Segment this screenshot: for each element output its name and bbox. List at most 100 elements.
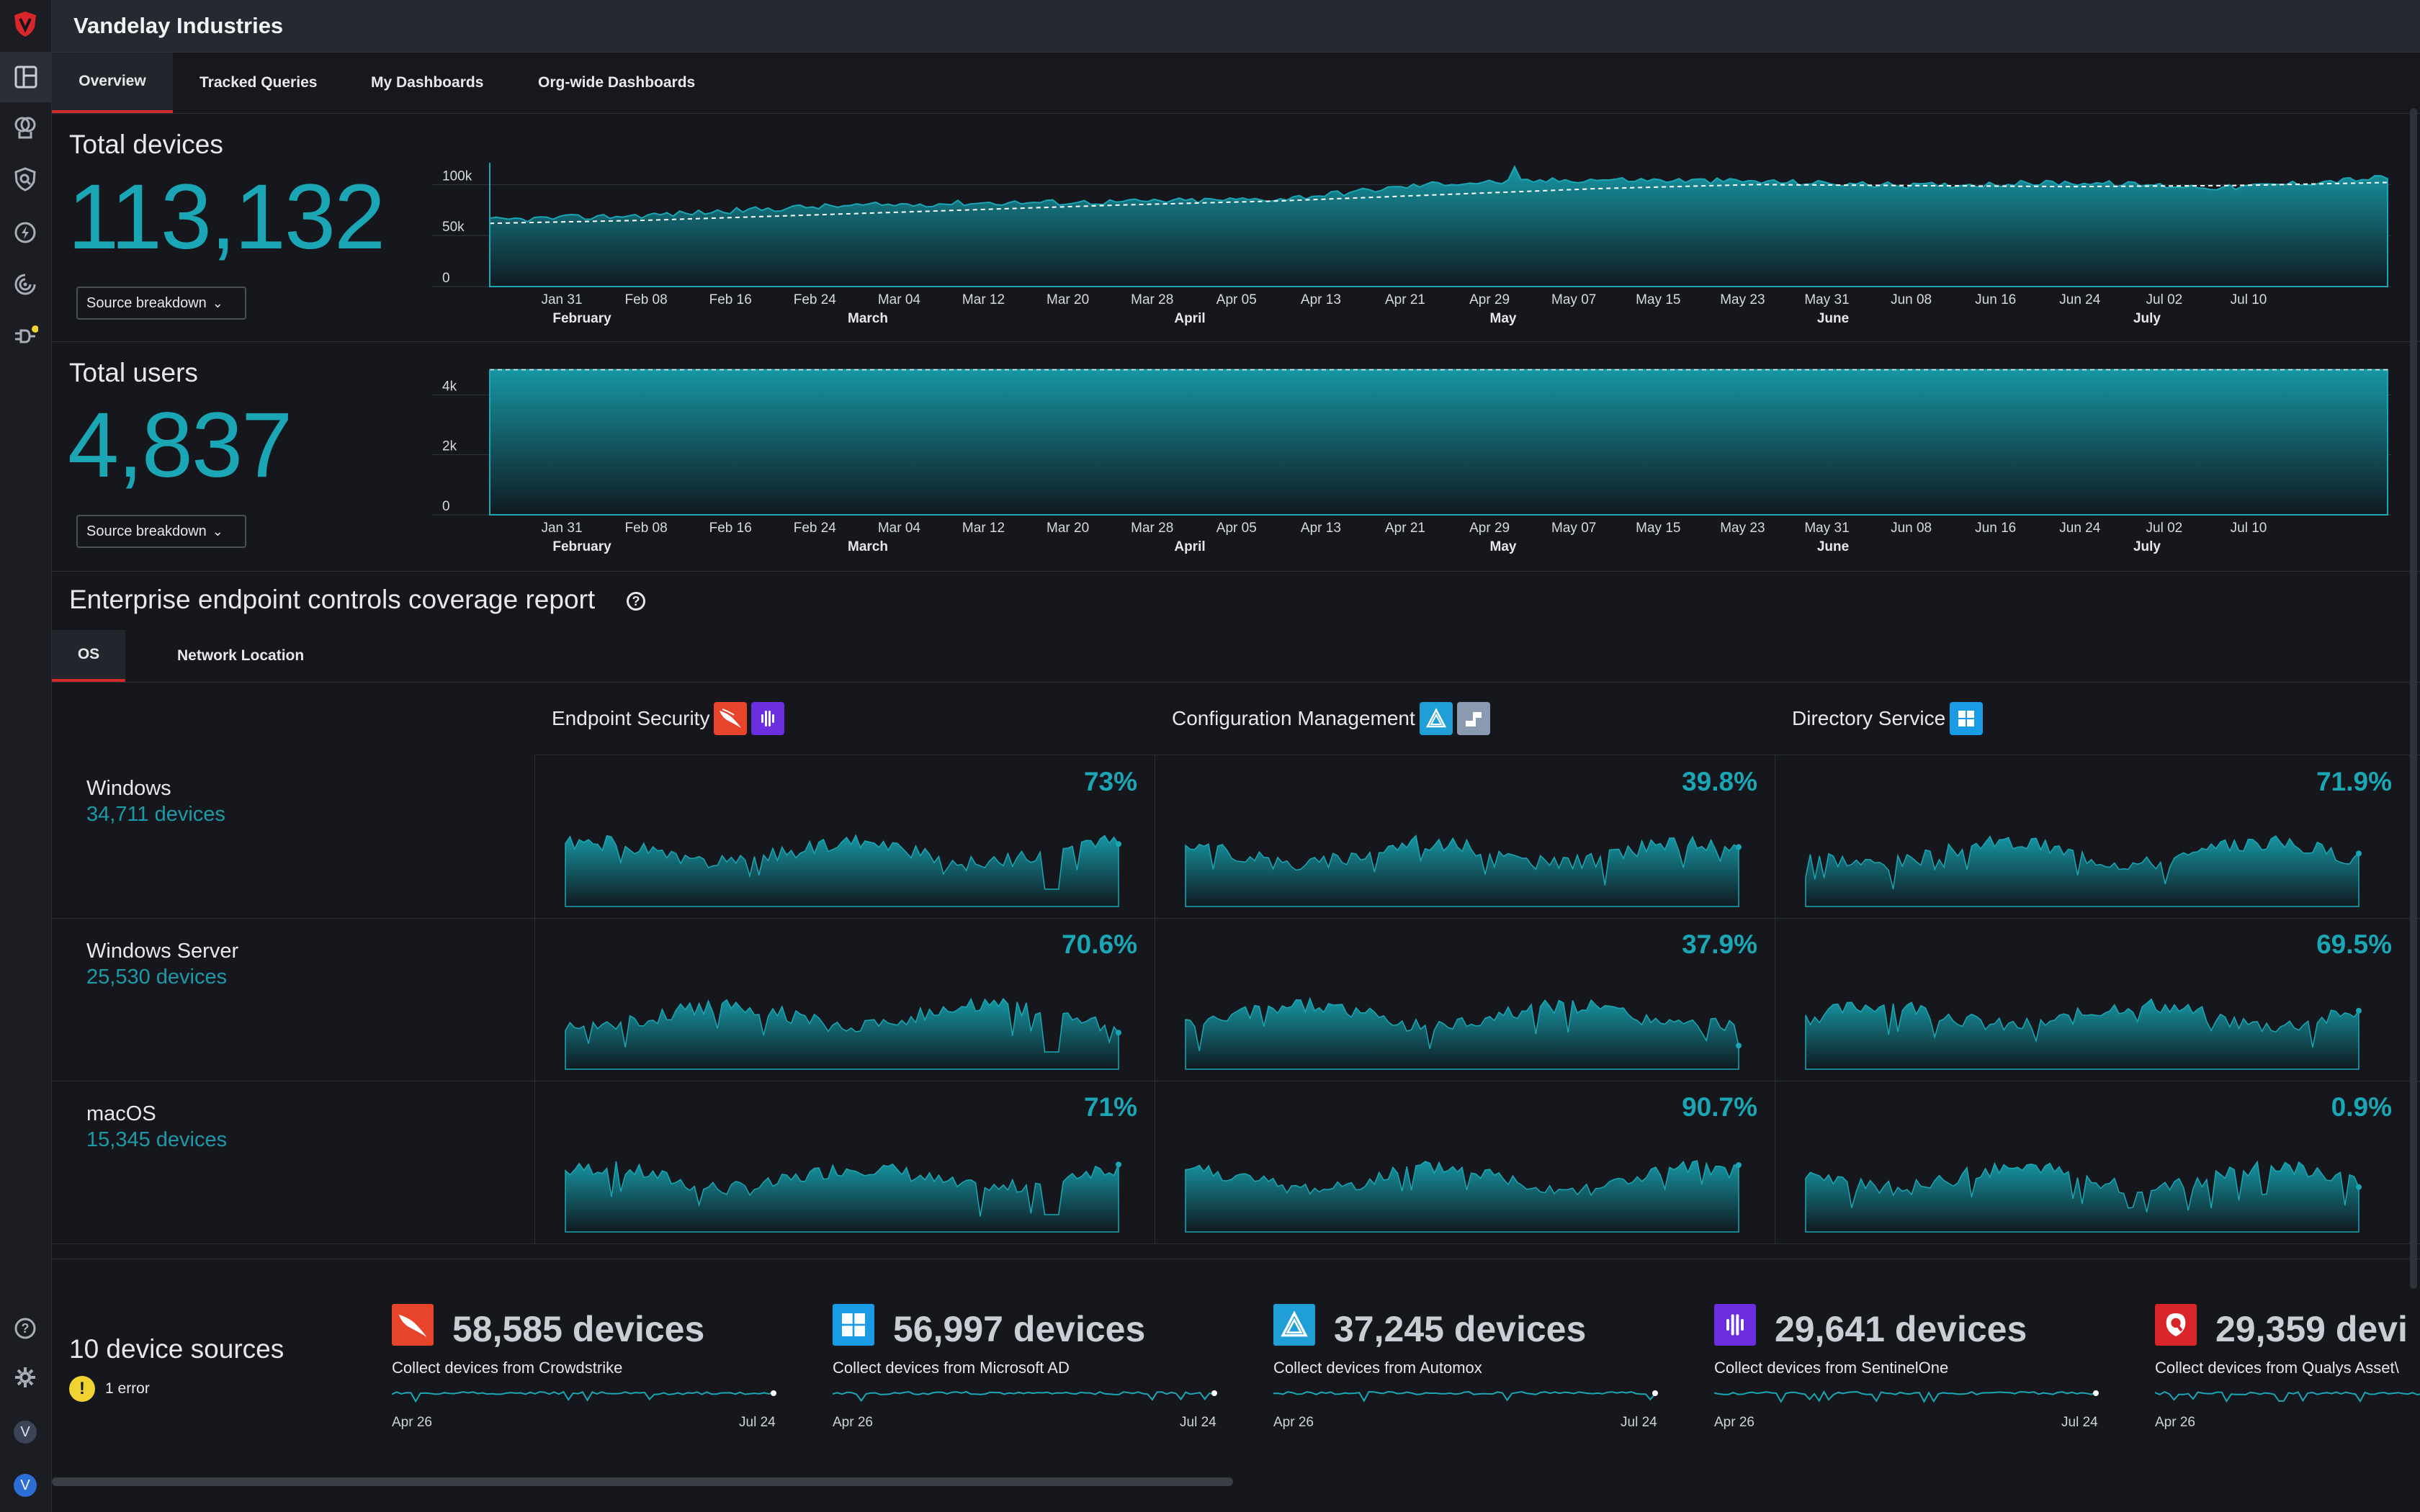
subtab-network-location[interactable]: Network Location — [177, 647, 305, 664]
os-device-count[interactable]: 34,711 devices — [86, 803, 225, 826]
x-month-label: July — [2133, 311, 2161, 326]
devices-source-breakdown-button[interactable]: Source breakdown ⌄ — [76, 287, 246, 320]
coverage-cell[interactable]: 69.5% — [1775, 918, 2409, 1081]
x-tick-label: May 07 — [1551, 521, 1596, 536]
jamf-icon — [1456, 702, 1490, 735]
tab-my-dashboards[interactable]: My Dashboards — [371, 74, 484, 91]
coverage-percent: 90.7% — [1682, 1092, 1757, 1122]
coverage-cell[interactable]: 0.9% — [1775, 1081, 2409, 1243]
coverage-sparkline — [565, 834, 1121, 907]
source-sparkline — [392, 1390, 776, 1403]
latest-point — [1211, 1390, 1217, 1396]
main-tabs: Overview Tracked Queries My Dashboards O… — [52, 53, 2420, 114]
coverage-cell[interactable]: 37.9% — [1155, 918, 1775, 1081]
automox-icon — [1419, 702, 1453, 735]
coverage-cell[interactable]: 71.9% — [1775, 755, 2409, 918]
coverage-area — [1805, 1160, 2360, 1233]
os-device-count[interactable]: 15,345 devices — [86, 1128, 228, 1151]
coverage-cell[interactable]: 39.8% — [1155, 755, 1775, 918]
help-icon[interactable]: ? — [12, 1315, 39, 1342]
subtab-os[interactable]: OS — [52, 630, 125, 682]
gear-icon[interactable] — [12, 1364, 39, 1391]
coverage-area — [1805, 998, 2360, 1070]
latest-point — [2093, 1390, 2099, 1396]
latest-point — [2356, 1007, 2362, 1014]
source-card-crowdstrike[interactable]: 58,585 devices Collect devices from Crow… — [392, 1304, 795, 1477]
source-card-qualys[interactable]: 29,359 devi Collect devices from Qualys … — [2155, 1304, 2420, 1477]
logo-shield-icon[interactable] — [12, 10, 39, 37]
x-month-label: June — [1817, 311, 1849, 326]
bolt-icon[interactable] — [12, 219, 39, 246]
users-source-breakdown-button[interactable]: Source breakdown ⌄ — [76, 515, 246, 548]
tab-tracked-queries[interactable]: Tracked Queries — [200, 74, 318, 91]
coverage-subtabs: OS Network Location — [52, 630, 2420, 683]
shield-search-icon[interactable] — [12, 166, 39, 193]
x-tick-label: Feb 24 — [794, 521, 837, 536]
source-card-microsoft-ad[interactable]: 56,997 devices Collect devices from Micr… — [833, 1304, 1236, 1477]
x-tick-label: Jul 02 — [2146, 292, 2183, 307]
x-month-label: May — [1490, 311, 1517, 326]
source-start-date: Apr 26 — [1273, 1415, 1314, 1430]
source-sparkline — [1273, 1390, 1658, 1403]
source-device-count: 29,359 devi — [2215, 1309, 2408, 1349]
latest-point — [1652, 1390, 1658, 1396]
latest-point — [2356, 1184, 2362, 1190]
latest-point — [1116, 841, 1121, 847]
coverage-sparkline — [1185, 1160, 1742, 1233]
y-tick-label: 0 — [442, 499, 450, 514]
total-devices-label: Total devices — [69, 130, 223, 159]
y-tick-label: 4k — [442, 379, 457, 394]
source-trend-line — [1714, 1390, 2097, 1403]
x-tick-label: Mar 12 — [962, 521, 1005, 536]
os-name: Windows Server — [86, 940, 239, 963]
coverage-cell[interactable]: 70.6% — [534, 918, 1155, 1081]
coverage-percent: 39.8% — [1682, 767, 1757, 796]
tab-org-wide-dashboards[interactable]: Org-wide Dashboards — [538, 74, 696, 91]
column-endpoint-security-label: Endpoint Security — [552, 707, 710, 729]
x-tick-label: May 31 — [1804, 292, 1849, 307]
source-end-date: Jul 24 — [2061, 1415, 2098, 1430]
help-icon[interactable]: ? — [627, 592, 645, 611]
coverage-area — [1805, 835, 2360, 907]
chevron-down-icon: ⌄ — [212, 523, 223, 539]
coverage-cell[interactable]: 71% — [534, 1081, 1155, 1243]
source-card-automox[interactable]: 37,245 devices Collect devices from Auto… — [1273, 1304, 1677, 1477]
integrations-icon[interactable] — [12, 323, 39, 350]
x-tick-label: May 07 — [1551, 292, 1596, 307]
source-trend-line — [833, 1390, 1215, 1403]
horizontal-scrollbar[interactable] — [52, 1477, 1233, 1486]
x-tick-label: Jun 24 — [2059, 521, 2100, 536]
coverage-sparkline — [1805, 998, 2362, 1070]
coverage-sparkline — [565, 1161, 1121, 1233]
warning-icon: ! — [69, 1376, 95, 1402]
org-avatar-label: V — [14, 1474, 37, 1497]
x-tick-label: Feb 24 — [794, 292, 837, 307]
dashboard-icon[interactable] — [0, 52, 51, 102]
x-tick-label: Apr 29 — [1469, 521, 1510, 536]
os-device-count[interactable]: 25,530 devices — [86, 966, 228, 989]
x-month-label: April — [1174, 539, 1205, 554]
error-status[interactable]: ! 1 error — [69, 1376, 150, 1402]
x-month-label: February — [552, 539, 611, 554]
vertical-scrollbar[interactable] — [2410, 108, 2417, 1289]
user-avatar[interactable]: V — [12, 1418, 39, 1446]
source-end-date: Jul 24 — [739, 1415, 776, 1430]
x-tick-label: Apr 13 — [1301, 521, 1341, 536]
x-tick-label: Apr 05 — [1216, 292, 1257, 307]
sentinelone-icon — [751, 702, 785, 735]
coverage-percent: 71.9% — [2316, 767, 2392, 796]
coverage-row-windows-server: Windows Server 25,530 devices 70.6% 37.9… — [52, 918, 2420, 1081]
radar-icon[interactable] — [12, 271, 39, 298]
source-sparkline — [1714, 1390, 2099, 1403]
tab-overview[interactable]: Overview — [52, 53, 173, 113]
x-month-label: June — [1817, 539, 1849, 554]
coverage-cell[interactable]: 73% — [534, 755, 1155, 918]
crowdstrike-icon — [392, 1304, 434, 1346]
queries-icon[interactable] — [12, 114, 39, 141]
source-card-sentinelone[interactable]: 29,641 devices Collect devices from Sent… — [1714, 1304, 2118, 1477]
source-start-date: Apr 26 — [1714, 1415, 1754, 1430]
org-avatar[interactable]: V — [12, 1472, 39, 1499]
x-tick-label: Apr 05 — [1216, 521, 1257, 536]
source-device-count: 58,585 devices — [452, 1309, 705, 1349]
coverage-cell[interactable]: 90.7% — [1155, 1081, 1775, 1243]
